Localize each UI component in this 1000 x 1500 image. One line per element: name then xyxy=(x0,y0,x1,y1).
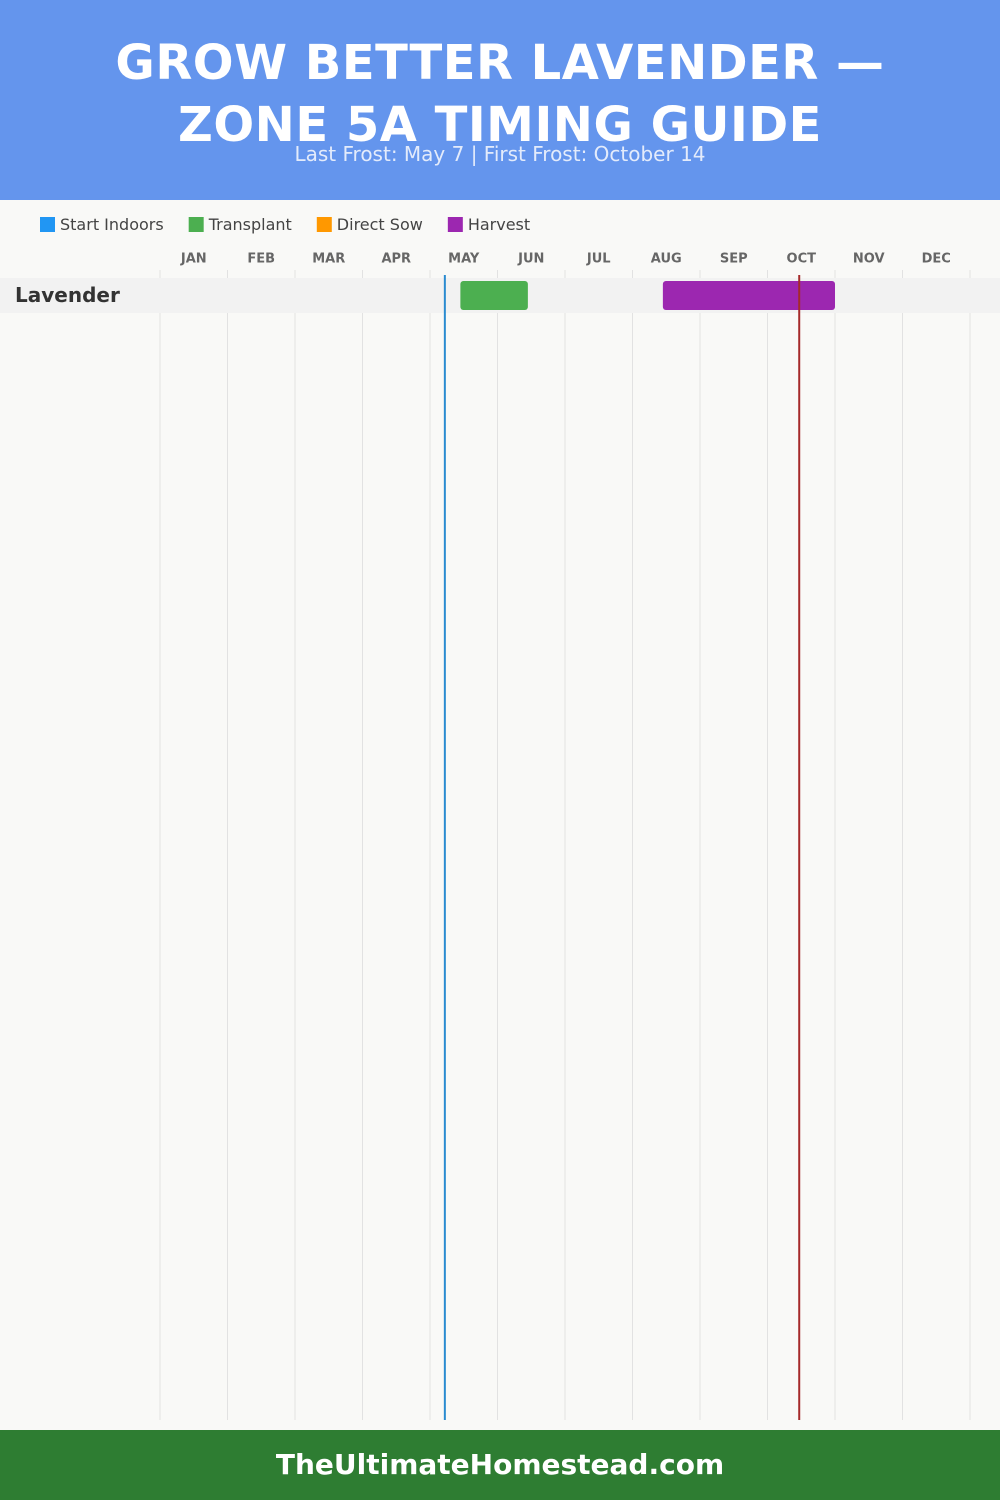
month-label: SEP xyxy=(720,252,748,267)
month-label: JAN xyxy=(180,252,207,267)
month-label: MAR xyxy=(312,252,345,267)
legend-label: Transplant xyxy=(208,215,292,234)
legend-label: Harvest xyxy=(468,215,530,234)
month-label: NOV xyxy=(853,252,885,267)
legend-label: Start Indoors xyxy=(60,215,164,234)
chart: Start Indoors Transplant Direct Sow Harvest… xyxy=(0,215,1000,1420)
chart-title: GROW BETTER LAVENDER — ZONE 5A TIMING GU… xyxy=(115,35,885,153)
month-label: MAY xyxy=(448,252,480,267)
legend-label: Direct Sow xyxy=(337,215,423,234)
month-label: AUG xyxy=(651,252,682,267)
header: GROW BETTER LAVENDER — ZONE 5A TIMING GU… xyxy=(0,0,1000,200)
footer: TheUltimateHomestead.com xyxy=(0,1430,1000,1500)
legend-swatch xyxy=(316,217,332,232)
month-label: FEB xyxy=(247,252,275,267)
month-label: OCT xyxy=(787,252,817,267)
month-label: APR xyxy=(381,252,411,267)
month-label: JUN xyxy=(517,252,544,267)
month-label: JUL xyxy=(586,252,611,267)
row-label: Lavender xyxy=(15,283,120,307)
legend-swatch xyxy=(188,217,204,232)
legend-swatch xyxy=(40,217,55,232)
bar xyxy=(460,281,528,310)
legend-swatch xyxy=(447,217,463,232)
month-label: DEC xyxy=(922,252,951,267)
bar xyxy=(662,281,835,310)
chart-subtitle: Last Frost: May 7 | First Frost: October… xyxy=(294,142,706,166)
